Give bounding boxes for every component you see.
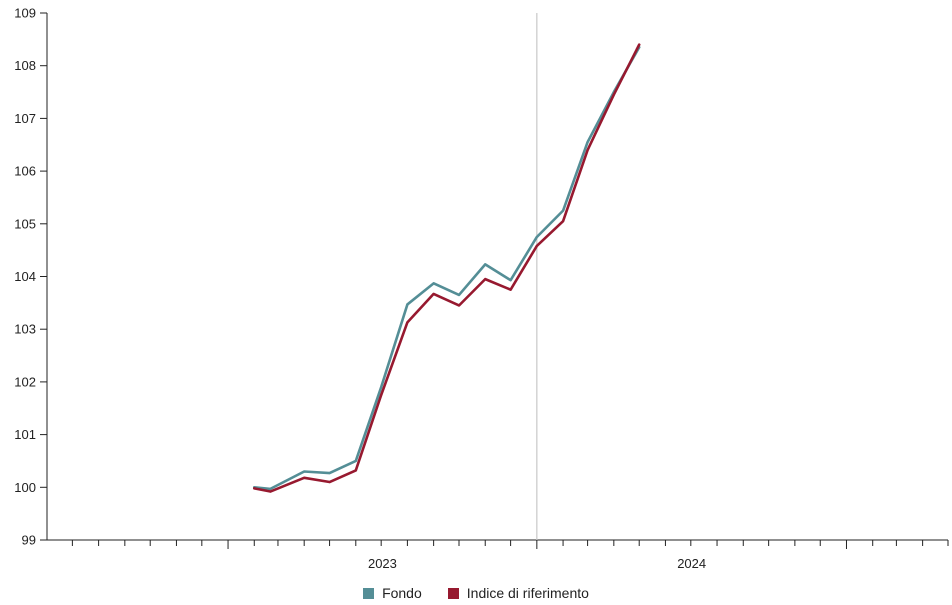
legend-label-indice: Indice di riferimento: [466, 585, 589, 601]
legend-item-indice: Indice di riferimento: [447, 585, 589, 601]
legend-swatch-fondo: [363, 587, 375, 599]
y-tick-label: 99: [22, 533, 36, 548]
legend-swatch-indice: [447, 587, 459, 599]
y-tick-label: 102: [14, 374, 36, 389]
x-tick-label: 2024: [677, 556, 706, 571]
series-line-indice-di-riferimento: [252, 43, 641, 493]
y-tick-label: 100: [14, 480, 36, 495]
y-tick-label: 108: [14, 58, 36, 73]
y-tick-label: 109: [14, 6, 36, 21]
y-tick-label: 104: [14, 269, 36, 284]
legend-item-fondo: Fondo: [363, 585, 422, 601]
legend: Fondo Indice di riferimento: [0, 585, 952, 601]
y-tick-label: 103: [14, 322, 36, 337]
legend-label-fondo: Fondo: [382, 585, 422, 601]
series-line-fondo: [252, 45, 641, 491]
y-tick-label: 106: [14, 164, 36, 179]
x-tick-label: 2023: [368, 556, 397, 571]
y-tick-label: 107: [14, 111, 36, 126]
y-tick-label: 105: [14, 216, 36, 231]
y-tick-label: 101: [14, 427, 36, 442]
